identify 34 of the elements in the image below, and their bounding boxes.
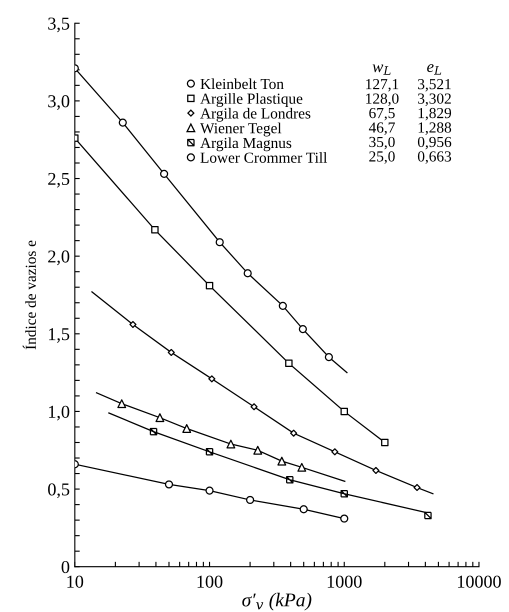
- x-tick-label: 100: [198, 576, 222, 588]
- annotation: 0,663: [418, 151, 452, 164]
- y-tick-label: 2,0: [48, 250, 70, 266]
- annotation: 127,1: [366, 79, 398, 92]
- y-tick-label: 3,5: [48, 18, 70, 32]
- legend-label: Argille Plastique: [200, 93, 302, 107]
- annotation: 1,288: [418, 122, 452, 135]
- annotation: e$_{L}$: [427, 64, 442, 75]
- y-tick-label: 1,0: [48, 406, 70, 420]
- annotation: 46,7: [368, 122, 395, 135]
- legend-label: Argila Magnus: [200, 137, 292, 152]
- annotation: 3,521: [418, 79, 451, 92]
- legend-label: Lower Crommer Till: [200, 152, 328, 163]
- annotation: w$_{L}$: [372, 64, 391, 75]
- y-tick-label: 2,5: [48, 172, 70, 188]
- annotation: 25,0: [369, 151, 395, 164]
- legend-label: Wiener Tegel: [200, 122, 282, 136]
- x-tick-label: 10000: [458, 576, 501, 588]
- y-tick-label: 3,0: [48, 95, 70, 110]
- annotation: 35,0: [369, 136, 395, 150]
- x-tick-label: 10: [67, 576, 84, 588]
- y-tick-label: 0: [62, 560, 70, 574]
- annotation: 3,302: [418, 93, 451, 106]
- annotation: 0,956: [418, 136, 452, 150]
- annotation: 1,829: [418, 108, 452, 120]
- annotation: 67,5: [369, 108, 395, 120]
- legend-label: Argila de Londres: [200, 108, 310, 122]
- x-tick-label: 1000: [328, 576, 362, 588]
- legend-label: Kleinbelt Ton: [200, 78, 284, 90]
- y-tick-label: 1,5: [48, 328, 70, 343]
- x-axis-title: σ′$_{v}$ (kPa): [242, 592, 312, 610]
- annotation: 128,0: [366, 93, 399, 106]
- y-tick-label: 0,5: [48, 483, 70, 498]
- y-axis-title: Índice de vazios e: [22, 240, 36, 350]
